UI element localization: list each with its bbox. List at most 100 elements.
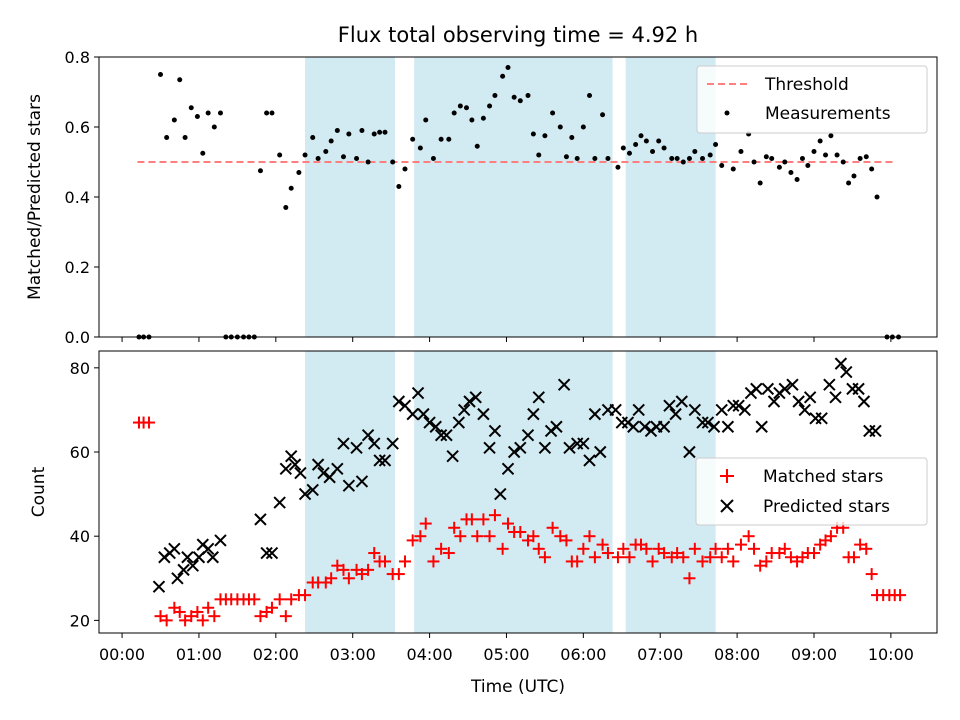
predicted-star-point: [669, 407, 682, 421]
measurement-point: [738, 149, 744, 154]
matched-star-point: [721, 542, 734, 555]
predicted-star-point: [181, 551, 194, 564]
predicted-star-point: [857, 395, 871, 408]
predicted-star-point: [423, 416, 436, 429]
measurement-point: [492, 93, 498, 98]
predicted-star-point: [288, 458, 302, 471]
predicted-star-point: [483, 441, 496, 455]
measurement-point: [359, 128, 365, 133]
measurement-point: [474, 143, 480, 149]
measurement-point: [643, 138, 649, 144]
matched-star-point: [727, 555, 740, 568]
matched-star-point: [142, 416, 155, 429]
measurement-point: [680, 159, 686, 165]
shaded-interval: [305, 351, 395, 633]
predicted-star-point: [683, 445, 696, 459]
top-shaded-intervals: [305, 57, 716, 337]
matched-star-point: [617, 542, 630, 555]
measurement-point: [402, 166, 408, 172]
bottom-shaded-intervals: [305, 351, 716, 633]
matched-star-point: [571, 555, 584, 568]
measurement-point: [700, 156, 706, 161]
matched-star-point: [646, 555, 659, 568]
legend-measurements-swatch: [724, 110, 730, 116]
predicted-star-point: [767, 395, 781, 408]
matched-star-point: [435, 542, 448, 555]
matched-star-point: [299, 589, 312, 602]
measurement-point: [288, 185, 294, 191]
measurement-point: [264, 110, 270, 116]
predicted-star-point: [755, 420, 768, 433]
predicted-star-point: [177, 563, 190, 577]
predicted-star-point: [373, 454, 386, 467]
predicted-star-point: [311, 458, 325, 471]
bottom-x-ticks: 00:00 01:00 02:00 03:00 04:00 05:00 06:00 07:00…: [99, 633, 914, 664]
measurement-point: [840, 159, 846, 165]
matched-star-point: [734, 538, 747, 551]
matched-star-point: [419, 517, 432, 530]
matched-star-point: [185, 610, 198, 623]
matched-star-point: [748, 542, 761, 555]
measurement-point: [382, 129, 388, 135]
measurement-point: [257, 168, 263, 174]
bottom-legend-box: [695, 457, 928, 526]
measurements-series: [136, 65, 902, 340]
predicted-star-point: [557, 378, 571, 391]
measurement-point: [457, 103, 463, 109]
predicted-star-point: [284, 450, 298, 463]
matched-star-point: [208, 610, 221, 623]
measurement-point: [650, 149, 656, 154]
predicted-star-point: [355, 475, 369, 488]
matched-star-point: [325, 572, 338, 585]
measurement-point: [371, 131, 377, 137]
measurement-point: [605, 156, 611, 161]
predicted-star-point: [527, 407, 540, 421]
x-tick-label: 09:00: [791, 645, 837, 664]
predicted-star-point: [750, 382, 763, 396]
predicted-star-point: [392, 395, 406, 408]
predicted-star-point: [792, 395, 805, 408]
predicted-star-point: [186, 559, 200, 572]
bottom-legend: Matched stars Predicted stars: [695, 457, 928, 526]
matched-star-point: [514, 525, 527, 538]
predicted-star-point: [532, 391, 545, 404]
measurement-point: [600, 112, 606, 118]
top-y-ticks: 0.0 0.2 0.4 0.6 0.8: [65, 48, 99, 347]
measurement-point: [751, 159, 757, 165]
y-tick-label: 80: [70, 359, 90, 378]
measurement-point: [811, 149, 817, 154]
x-tick-label: 04:00: [407, 645, 453, 664]
y-tick-label: 0.8: [65, 48, 90, 67]
predicted-star-point: [411, 386, 425, 400]
measurement-point: [530, 131, 536, 137]
measurement-point: [171, 117, 177, 123]
predicted-star-point: [688, 403, 702, 417]
measurement-point: [365, 159, 371, 165]
matched-star-point: [442, 547, 455, 560]
measurement-point: [817, 138, 823, 144]
predicted-star-point: [732, 399, 745, 412]
measurement-point: [592, 156, 598, 161]
measurement-point: [776, 164, 782, 170]
matched-star-point: [588, 551, 601, 564]
figure-title: Flux total observing time = 4.92 h: [338, 23, 698, 47]
legend-threshold-label: Threshold: [764, 75, 849, 95]
matched-star-point: [368, 547, 381, 560]
predicted-star-point: [609, 403, 622, 417]
matched-star-point: [191, 605, 204, 618]
matched-star-point: [583, 530, 596, 543]
measurement-point: [874, 194, 880, 200]
measurement-point: [851, 173, 857, 179]
predicted-star-point: [457, 403, 471, 417]
shaded-interval: [414, 57, 613, 337]
predicted-star-point: [563, 441, 576, 455]
matched-stars-series: [132, 416, 907, 627]
predicted-star-point: [627, 420, 640, 433]
predicted-star-point: [727, 399, 740, 412]
matched-star-point: [596, 538, 609, 551]
measurement-point: [638, 133, 644, 139]
measurement-point: [410, 136, 416, 142]
matched-star-point: [160, 614, 173, 627]
measurement-point: [574, 156, 580, 161]
matched-star-point: [454, 530, 467, 543]
